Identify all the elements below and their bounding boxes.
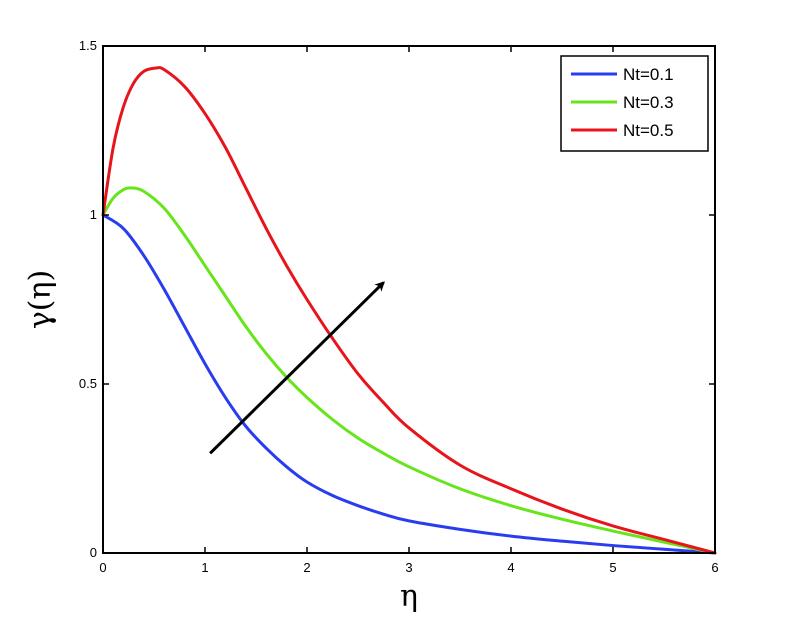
legend-label: Nt=0.1 [623, 65, 674, 84]
axes: 0 1 2 3 4 5 6 0 0.5 1 1.5 [79, 38, 719, 575]
x-tick-label: 1 [201, 560, 208, 575]
x-tick-label: 5 [609, 560, 616, 575]
legend-label: Nt=0.3 [623, 93, 674, 112]
series-line-1 [101, 213, 717, 555]
x-tick-label: 2 [303, 560, 310, 575]
x-tick-label: 6 [711, 560, 718, 575]
annotations [209, 281, 385, 455]
y-axis-label: γ(η) [23, 270, 58, 329]
x-tick-label: 3 [405, 560, 412, 575]
series-line-2 [101, 186, 717, 555]
y-tick-label: 0 [90, 545, 97, 560]
trend-arrow [209, 281, 385, 455]
y-tick-label: 0.5 [79, 376, 97, 391]
legend: Nt=0.1 Nt=0.3 Nt=0.5 [560, 55, 709, 152]
y-tick-label: 1 [90, 207, 97, 222]
x-tick-label: 4 [507, 560, 514, 575]
x-tick-label: 0 [99, 560, 106, 575]
x-axis-label: η [400, 579, 418, 614]
y-tick-label: 1.5 [79, 38, 97, 53]
series-line-3 [101, 66, 717, 555]
legend-label: Nt=0.5 [623, 121, 674, 140]
